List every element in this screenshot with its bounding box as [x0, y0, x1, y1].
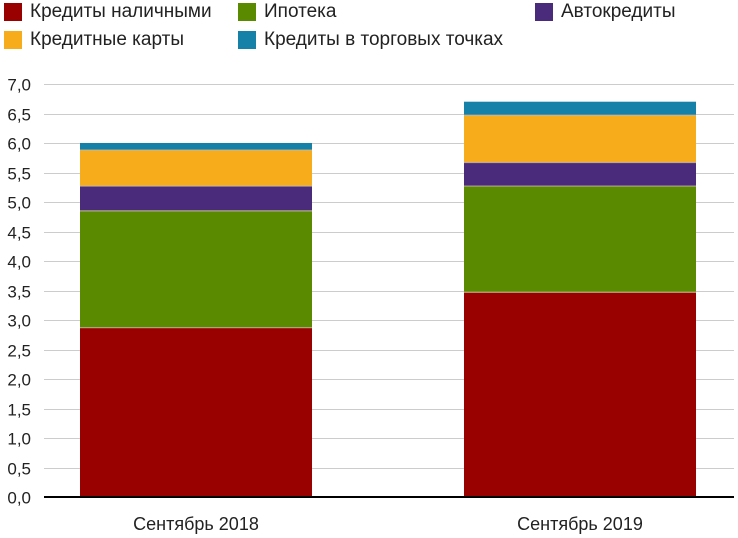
y-tick-label: 1,5	[7, 401, 31, 420]
bar-segment-mortgage	[80, 210, 312, 328]
legend-label-cash-loans: Кредиты наличными	[30, 1, 212, 22]
y-tick-label: 4,5	[7, 224, 31, 243]
y-tick-label: 7,0	[7, 76, 31, 95]
chart-legend: Кредиты наличными Ипотека Автокредиты Кр…	[0, 0, 738, 60]
legend-item-mortgage: Ипотека	[238, 0, 336, 24]
y-tick-label: 0,5	[7, 460, 31, 479]
y-tick-label: 5,0	[7, 194, 31, 213]
legend-swatch-mortgage	[238, 3, 256, 21]
legend-swatch-cash-loans	[4, 3, 22, 21]
y-tick-label: 4,0	[7, 253, 31, 272]
bar-segment-mortgage	[464, 186, 696, 293]
y-tick-label: 0,0	[7, 489, 31, 508]
bar-segment-cash-loans	[464, 292, 696, 497]
bar-segment-pos-loans	[464, 101, 696, 116]
legend-label-auto-loans: Автокредиты	[561, 1, 676, 22]
legend-swatch-auto-loans	[535, 3, 553, 21]
bar-segment-auto-loans	[464, 162, 696, 187]
y-tick-label: 6,0	[7, 135, 31, 154]
y-tick-label: 1,0	[7, 430, 31, 449]
y-tick-label: 5,5	[7, 165, 31, 184]
y-tick-label: 6,5	[7, 106, 31, 125]
legend-label-mortgage: Ипотека	[264, 1, 337, 22]
legend-label-pos-loans: Кредиты в торговых точках	[264, 29, 504, 50]
legend-item-credit-cards: Кредитные карты	[4, 28, 184, 52]
bars	[80, 101, 696, 497]
x-category-label: Сентябрь 2018	[133, 514, 259, 534]
legend-item-cash-loans: Кредиты наличными	[4, 0, 212, 24]
legend-item-pos-loans: Кредиты в торговых точках	[238, 28, 503, 52]
legend-label-credit-cards: Кредитные карты	[30, 29, 184, 50]
bar-segment-auto-loans	[80, 186, 312, 211]
legend-swatch-credit-cards	[4, 31, 22, 49]
y-tick-label: 2,0	[7, 371, 31, 390]
bar-segment-credit-cards	[464, 115, 696, 163]
bar-segment-credit-cards	[80, 150, 312, 187]
bar-segment-pos-loans	[80, 143, 312, 151]
axes: 0,0 0,5 1,0 1,5 2,0 2,5 3,0 3,5 4,0 4,5 5,0 5,5 6,0 6…	[7, 76, 734, 534]
legend-swatch-pos-loans	[238, 31, 256, 49]
legend-item-auto-loans: Автокредиты	[535, 0, 676, 24]
y-tick-label: 3,0	[7, 312, 31, 331]
y-tick-label: 2,5	[7, 342, 31, 361]
x-category-label: Сентябрь 2019	[517, 514, 643, 534]
y-tick-label: 3,5	[7, 283, 31, 302]
bar-segment-cash-loans	[80, 327, 312, 497]
